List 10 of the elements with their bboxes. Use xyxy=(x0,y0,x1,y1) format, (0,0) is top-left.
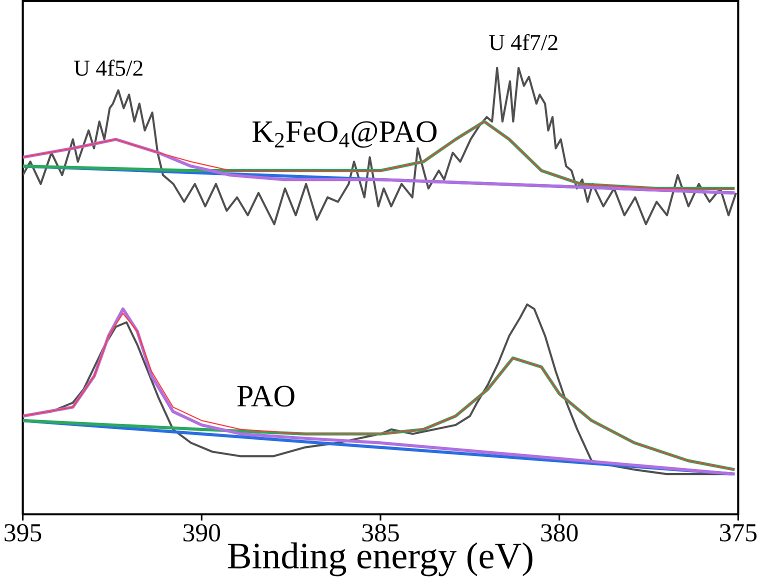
x-tick-label: 375 xyxy=(720,524,757,542)
x-tick-label: 395 xyxy=(4,524,42,542)
x-axis-title: Binding energy (eV) xyxy=(228,542,532,576)
annotation: PAO xyxy=(237,386,294,407)
annotation: U 4f5/2 xyxy=(74,60,142,76)
x-tick-label: 390 xyxy=(184,524,220,542)
text: U 4f7/2 xyxy=(489,34,558,50)
annotation: K$_{2}$FeO$_{4}$@PAO xyxy=(252,121,437,148)
x-tick-label: 385 xyxy=(362,524,399,542)
x-tick-label: 380 xyxy=(541,524,578,542)
